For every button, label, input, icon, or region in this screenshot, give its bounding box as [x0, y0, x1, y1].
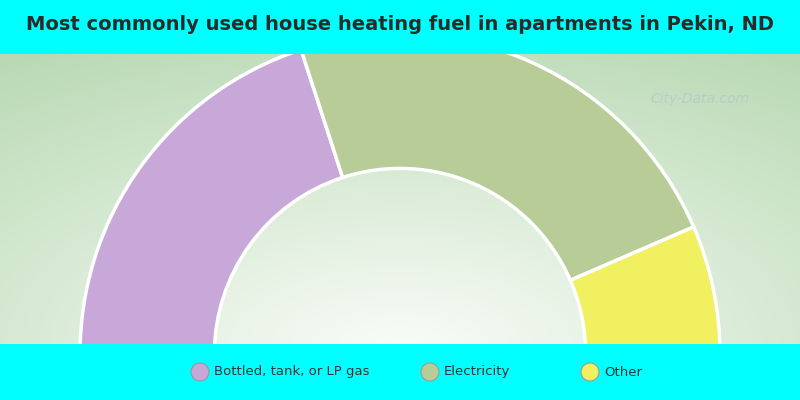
Circle shape	[191, 363, 209, 381]
Text: Electricity: Electricity	[444, 366, 510, 378]
Circle shape	[421, 363, 439, 381]
Text: Other: Other	[604, 366, 642, 378]
Circle shape	[581, 363, 599, 381]
Wedge shape	[80, 50, 342, 354]
Wedge shape	[570, 227, 720, 354]
Text: Bottled, tank, or LP gas: Bottled, tank, or LP gas	[214, 366, 370, 378]
Wedge shape	[301, 34, 694, 280]
Text: Most commonly used house heating fuel in apartments in Pekin, ND: Most commonly used house heating fuel in…	[26, 15, 774, 34]
Text: City-Data.com: City-Data.com	[650, 92, 750, 106]
